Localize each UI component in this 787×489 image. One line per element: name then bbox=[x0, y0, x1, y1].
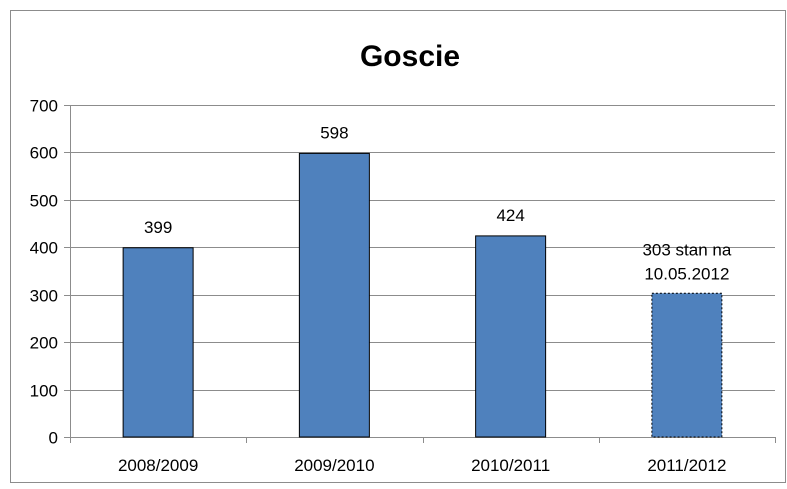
x-category-label: 2011/2012 bbox=[647, 456, 726, 475]
bars bbox=[122, 152, 723, 438]
y-tick-label: 200 bbox=[30, 334, 58, 353]
data-label: 424 bbox=[496, 206, 524, 225]
y-tick-label: 100 bbox=[30, 382, 58, 401]
x-category-label: 2009/2010 bbox=[294, 456, 374, 475]
y-tick-label: 600 bbox=[30, 144, 58, 163]
chart-title: Goscie bbox=[360, 40, 460, 73]
data-label: 303 stan na bbox=[642, 240, 731, 259]
x-category-label: 2008/2009 bbox=[118, 456, 198, 475]
x-category-label: 2010/2011 bbox=[471, 456, 550, 475]
data-label: 598 bbox=[320, 123, 348, 142]
bar-2010-2011 bbox=[475, 235, 547, 438]
data-label: 399 bbox=[144, 218, 172, 237]
data-label: 10.05.2012 bbox=[644, 264, 729, 283]
y-tick-label: 400 bbox=[30, 239, 58, 258]
bar-2011-2012 bbox=[651, 292, 723, 438]
data-labels: 399 598 424 303 stan na 10.05.2012 bbox=[144, 123, 732, 283]
bar-2008-2009 bbox=[122, 247, 194, 438]
y-tick-label: 300 bbox=[30, 287, 58, 306]
y-tick-label: 500 bbox=[30, 192, 58, 211]
bar-2009-2010 bbox=[298, 152, 370, 438]
axes: 0 100 200 300 400 500 600 700 2008/2009 2009/2010… bbox=[30, 97, 776, 475]
y-tick-label: 0 bbox=[49, 429, 58, 448]
y-tick-label: 700 bbox=[30, 97, 58, 116]
